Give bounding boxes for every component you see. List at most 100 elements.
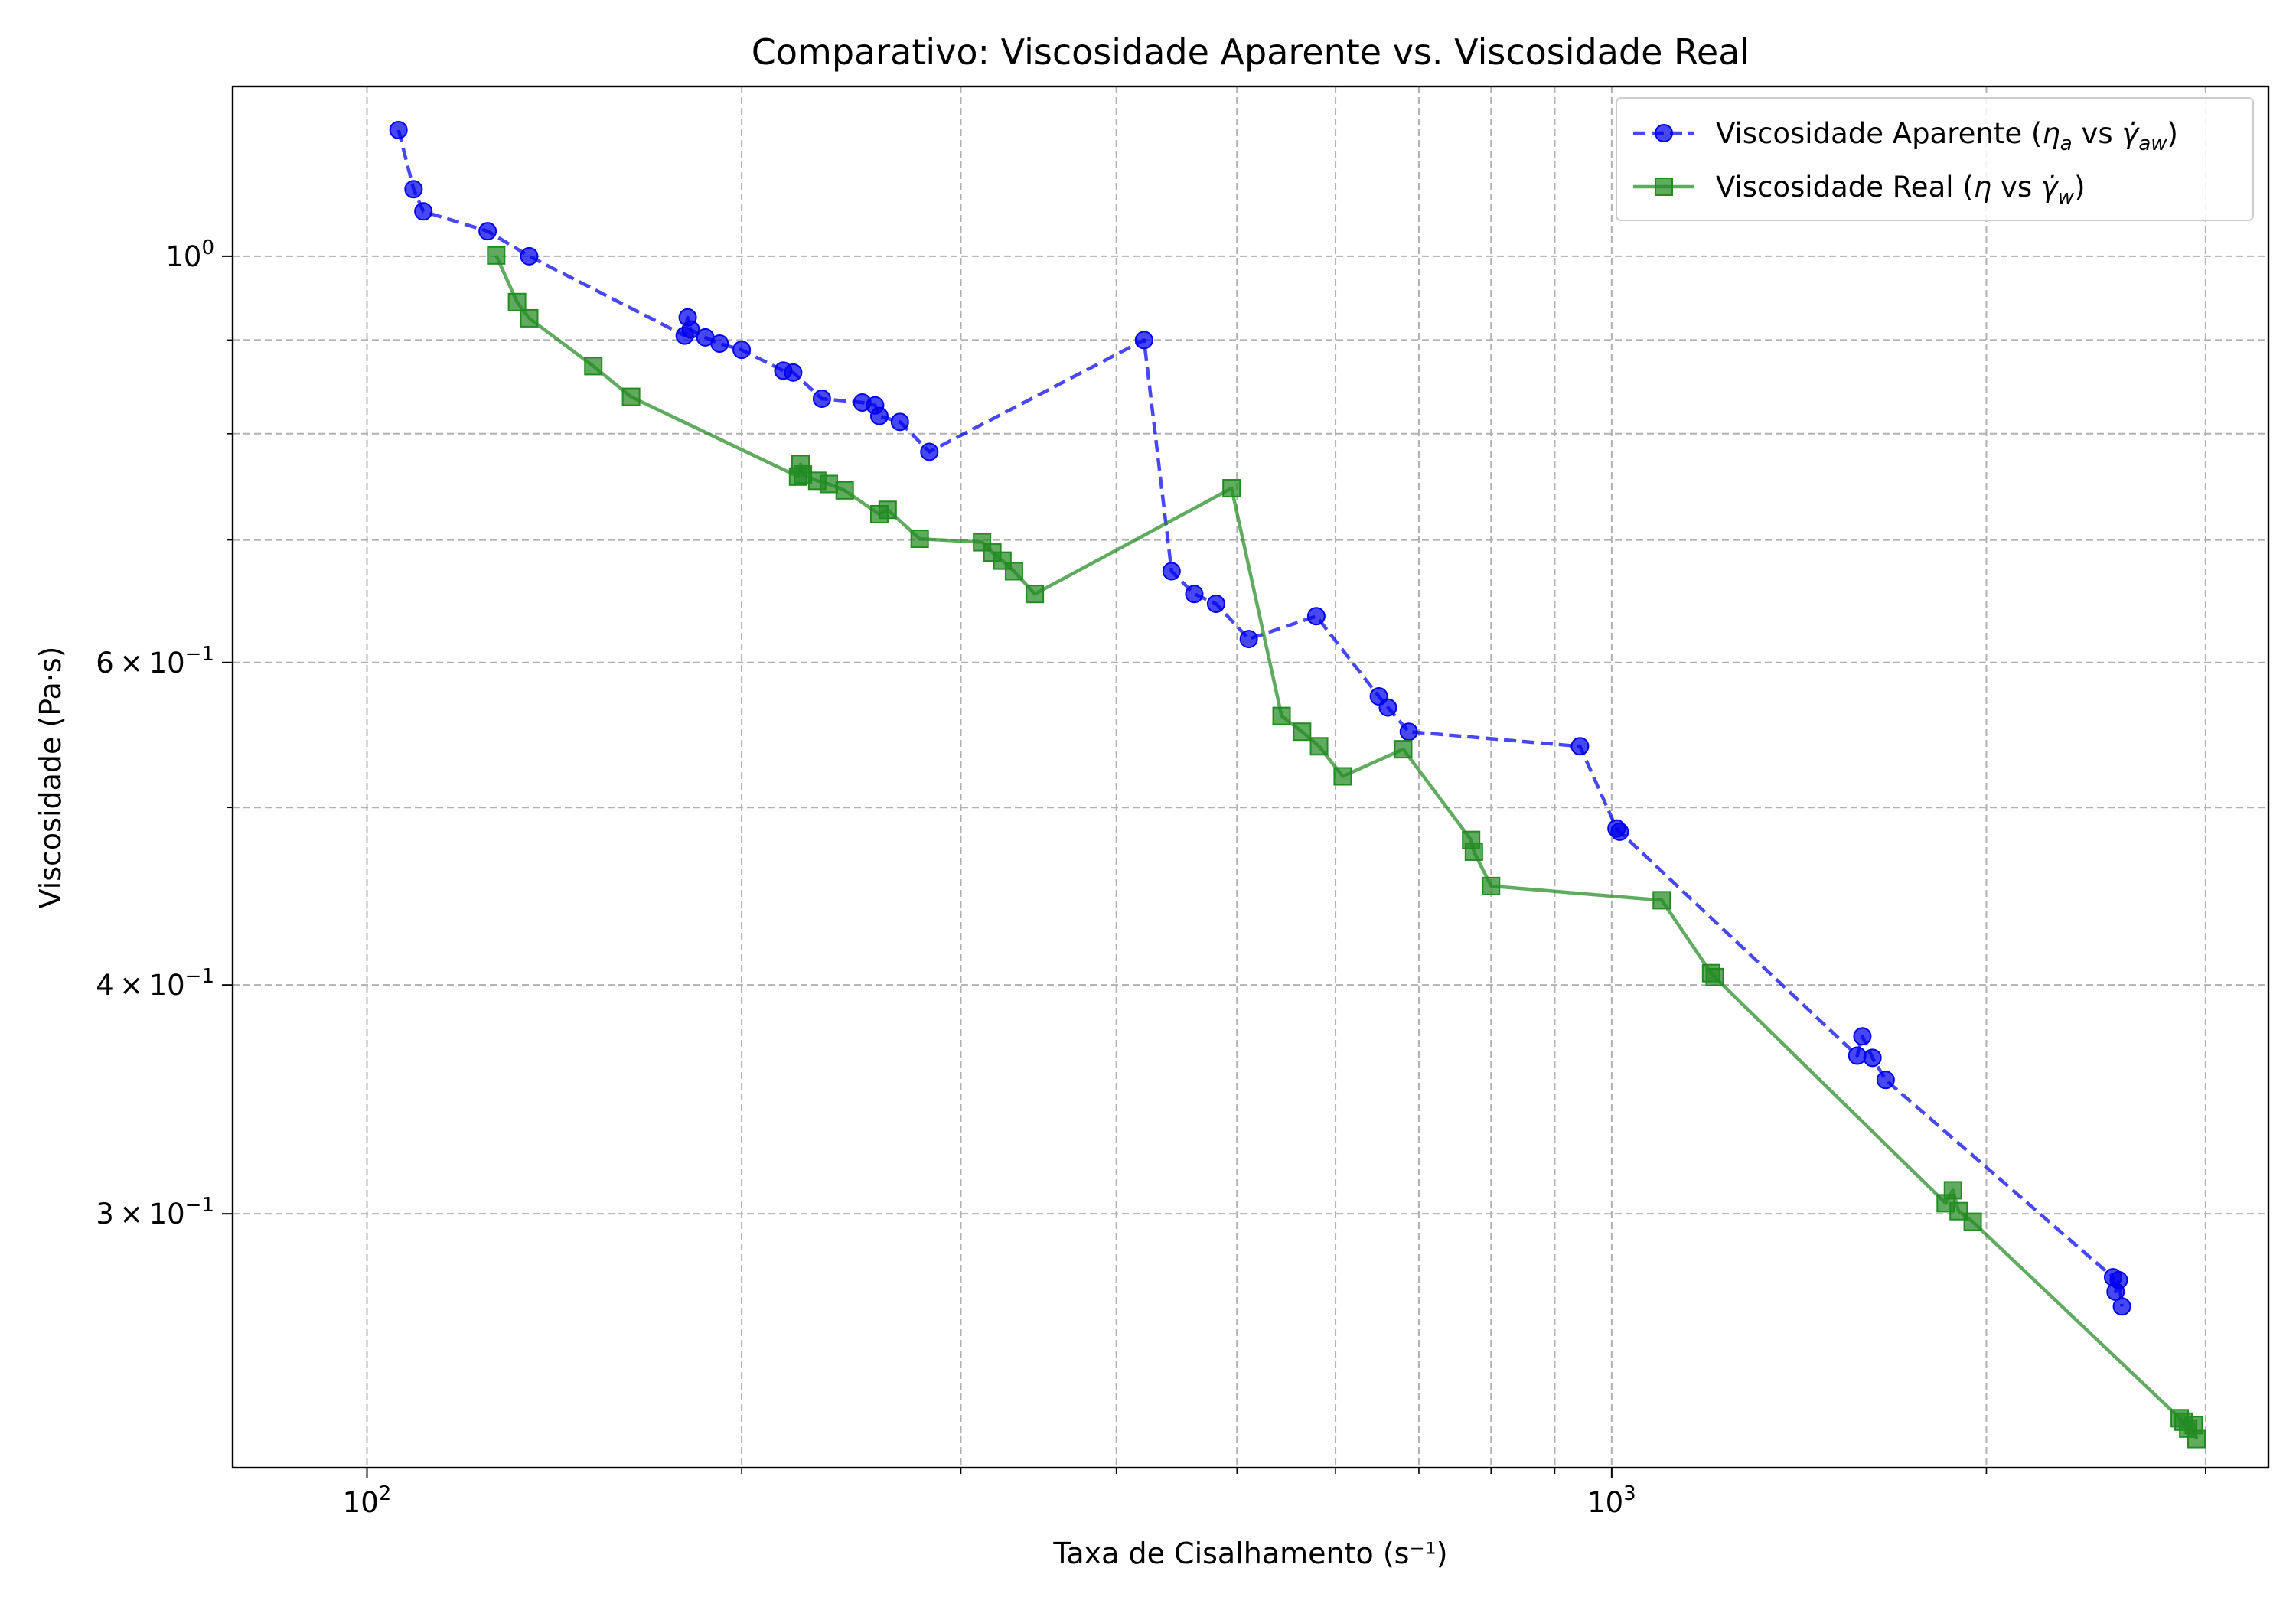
data-point-circle	[414, 202, 433, 221]
data-point-square	[1333, 767, 1352, 786]
chart-title: Comparativo: Viscosidade Aparente vs. Vi…	[752, 31, 1750, 73]
data-point-square	[1293, 722, 1312, 742]
legend-symbol: η	[2042, 117, 2060, 150]
grid	[233, 86, 2268, 1468]
legend-subscript: w	[2058, 186, 2075, 209]
data-point-square	[1963, 1212, 1982, 1231]
data-point-circle	[1239, 630, 1258, 649]
data-point-circle	[1876, 1071, 1895, 1090]
legend-symbol: η	[1974, 171, 1991, 204]
data-point-square	[1222, 479, 1241, 498]
data-point-square	[1004, 562, 1023, 581]
data-point-square	[878, 500, 897, 520]
legend-rate-symbol: γ̇	[2122, 117, 2140, 150]
data-point-circle	[1378, 698, 1397, 717]
y-tick-exponent: −1	[185, 643, 214, 666]
legend-label-text: )	[2074, 171, 2085, 204]
data-point-circle	[1134, 331, 1153, 350]
y-tick-label: 6 × 10−1	[96, 643, 214, 680]
legend-label-2: Viscosidade Real (η vs γ̇w)	[1716, 171, 2086, 209]
data-point-square	[520, 308, 539, 328]
data-point-circle	[710, 334, 729, 354]
data-point-square	[487, 246, 506, 265]
y-tick-label: 4 × 10−1	[96, 965, 214, 1002]
data-point-circle	[1162, 562, 1181, 581]
data-point-square	[584, 357, 603, 376]
y-tick-base: 10	[165, 240, 201, 273]
y-tick-coefficient: 6 ×	[96, 647, 148, 680]
data-point-square	[621, 387, 641, 406]
data-point-circle	[1399, 722, 1418, 742]
data-point-circle	[1610, 822, 1629, 841]
legend-label-text: Viscosidade Aparente (	[1716, 117, 2042, 150]
data-point-circle	[732, 341, 752, 360]
y-tick-exponent: −1	[185, 965, 214, 988]
data-point-square	[1464, 842, 1483, 861]
data-point-square	[1652, 891, 1671, 910]
data-point-circle	[920, 442, 939, 461]
data-point-circle	[478, 222, 497, 241]
data-point-square	[819, 474, 838, 494]
data-point-circle	[869, 406, 889, 425]
y-tick-base: 10	[149, 969, 185, 1002]
data-point-square	[1705, 967, 1724, 986]
data-point-square	[910, 530, 929, 549]
data-point-circle	[1848, 1046, 1867, 1065]
legend-rate-symbol: γ̇	[2041, 171, 2060, 204]
y-tick-coefficient: 4 ×	[96, 969, 148, 1002]
data-point-circle	[812, 390, 831, 409]
data-point-circle	[1185, 585, 1204, 604]
data-point-circle	[1206, 595, 1225, 614]
data-point-circle	[520, 246, 539, 266]
data-point-circle	[890, 412, 909, 432]
x-tick-exponent: 3	[1623, 1482, 1636, 1505]
data-point-circle	[404, 180, 423, 199]
data-point-circle	[1863, 1048, 1882, 1068]
x-tick-exponent: 2	[379, 1482, 392, 1505]
x-tick-base: 10	[1587, 1486, 1623, 1519]
data-point-circle	[2112, 1297, 2131, 1316]
data-point-circle	[2109, 1270, 2128, 1289]
legend: Viscosidade Aparente (ηa vs γ̇aw)Viscosi…	[1616, 97, 2254, 221]
data-point-circle	[1853, 1027, 1872, 1046]
data-point-circle	[784, 363, 803, 382]
legend-label-text: vs	[1991, 171, 2041, 204]
x-tick-label: 102	[343, 1482, 392, 1519]
data-point-circle	[389, 120, 408, 139]
data-point-circle	[1570, 737, 1590, 756]
data-point-circle	[681, 320, 700, 339]
data-point-square	[1026, 585, 1045, 604]
data-point-square	[1949, 1201, 1968, 1221]
legend-subscript: aw	[2138, 132, 2167, 155]
data-point-square	[507, 292, 527, 311]
y-tick-base: 10	[149, 647, 185, 680]
x-tick-base: 10	[343, 1486, 379, 1519]
data-point-square	[1309, 737, 1329, 756]
legend-subscript: a	[2060, 132, 2073, 155]
y-tick-exponent: −1	[185, 1194, 214, 1217]
plot-frame	[231, 85, 2270, 1469]
y-tick-label: 100	[165, 236, 214, 273]
series-layer	[389, 120, 2206, 1449]
y-tick-base: 10	[149, 1198, 185, 1231]
y-axis-label: Viscosidade (Pa·s)	[34, 646, 67, 908]
data-point-square	[2187, 1429, 2206, 1449]
x-axis-label: Taxa de Cisalhamento (s⁻¹)	[1052, 1537, 1447, 1570]
legend-label-text: vs	[2073, 117, 2122, 150]
x-tick-label: 103	[1587, 1482, 1636, 1519]
legend-box	[1616, 97, 2254, 221]
data-point-square	[1272, 706, 1291, 725]
data-point-square	[1482, 876, 1501, 895]
legend-label-text: )	[2167, 117, 2178, 150]
legend-label-text: Viscosidade Real (	[1716, 171, 1974, 204]
data-point-circle	[1655, 124, 1673, 142]
y-tick-label: 3 × 10−1	[96, 1194, 214, 1231]
data-point-square	[1655, 178, 1673, 196]
data-point-square	[1394, 740, 1413, 759]
series-1	[389, 120, 2131, 1316]
data-point-square	[835, 481, 854, 500]
data-point-square	[1943, 1181, 1962, 1200]
